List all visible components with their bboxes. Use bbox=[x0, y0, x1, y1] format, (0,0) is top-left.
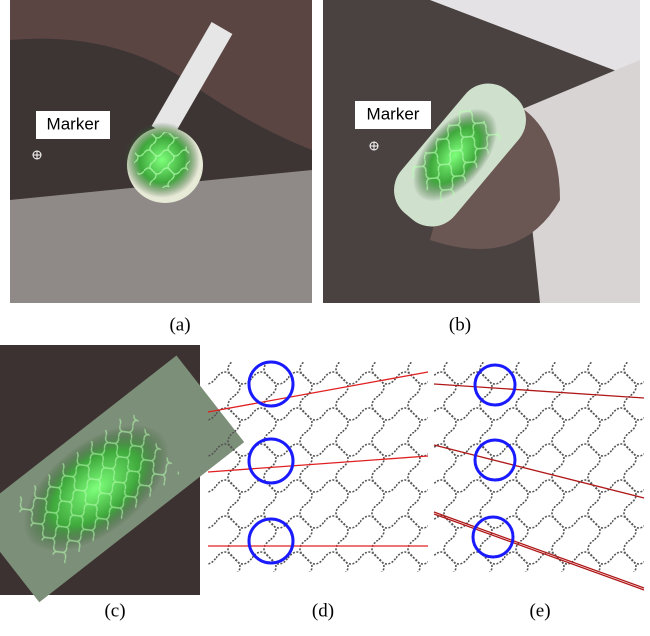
photo-b: Marker bbox=[323, 0, 640, 303]
panel-label: (c) bbox=[104, 600, 125, 621]
figure: Marker (a) Marker (b) (c) (d) bbox=[0, 0, 650, 631]
pattern-grid bbox=[434, 362, 644, 572]
pattern-grid bbox=[208, 362, 428, 572]
photo-c bbox=[0, 345, 244, 602]
pattern-on-ball bbox=[134, 132, 190, 188]
photo-a: Marker bbox=[10, 0, 312, 303]
panel-label: (a) bbox=[169, 314, 190, 335]
marker-label: Marker bbox=[367, 104, 420, 123]
panel-label: (d) bbox=[312, 600, 334, 621]
pattern-e bbox=[434, 362, 644, 590]
marker-label: Marker bbox=[47, 114, 100, 133]
pattern-d bbox=[208, 362, 428, 572]
panel-label: (b) bbox=[449, 314, 471, 335]
panel-label: (e) bbox=[529, 600, 550, 621]
